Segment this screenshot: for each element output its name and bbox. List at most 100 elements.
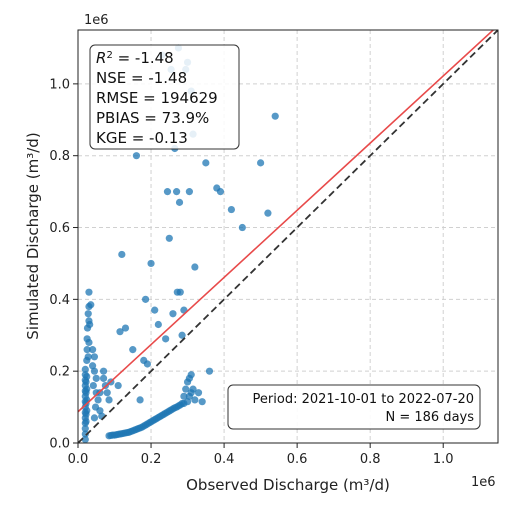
data-point-35	[89, 346, 97, 354]
data-point-38	[90, 367, 99, 375]
x-tick-label-0: 0.0	[68, 452, 89, 467]
data-point-108	[205, 367, 214, 375]
period-box: Period: 2021-10-01 to 2022-07-20 N = 186…	[227, 384, 481, 430]
data-point-34	[85, 338, 93, 347]
data-point-30	[87, 301, 95, 309]
data-point-114	[132, 152, 141, 160]
y-offset-label: 1e6	[84, 13, 109, 28]
stats-nse: NSE = -1.48	[96, 69, 187, 87]
y-tick-label-2: 0.4	[49, 293, 70, 308]
data-point-113	[129, 346, 137, 354]
x-tick-label-1: 0.2	[141, 452, 162, 467]
x-tick-label-5: 1.0	[433, 452, 454, 467]
data-point-47	[99, 374, 108, 382]
data-point-146	[238, 223, 246, 232]
x-axis-label: Observed Discharge (m³/d)	[186, 476, 390, 494]
data-point-117	[141, 295, 150, 303]
data-point-0	[81, 435, 89, 443]
data-point-18	[82, 378, 90, 386]
data-point-111	[118, 250, 126, 259]
fit-line	[78, 30, 495, 413]
data-point-51	[105, 396, 113, 404]
data-point-99	[187, 371, 195, 379]
data-point-46	[90, 414, 99, 422]
data-point-129	[173, 188, 181, 196]
reference-lines	[78, 30, 498, 443]
data-point-36	[90, 353, 99, 361]
x-tick-label-2: 0.4	[214, 452, 235, 467]
data-point-144	[216, 188, 225, 196]
data-point-106	[194, 389, 203, 397]
stats-box: R2 = -1.48 NSE = -1.48 RMSE = 194629 PBI…	[89, 44, 240, 150]
data-point-105	[191, 396, 199, 404]
data-point-120	[151, 306, 159, 314]
data-point-32	[83, 346, 91, 354]
data-point-132	[175, 198, 184, 206]
data-point-48	[99, 367, 108, 375]
y-tick-label-4: 0.8	[49, 149, 70, 164]
data-point-39	[92, 374, 100, 382]
data-point-96	[182, 385, 190, 393]
data-point-22	[83, 372, 91, 381]
data-point-109	[114, 381, 122, 390]
y-axis-ticks: 0.0 0.2 0.4 0.6 0.8 1.0	[49, 77, 78, 452]
data-point-127	[169, 310, 177, 318]
data-point-118	[143, 360, 151, 368]
data-point-112	[121, 324, 130, 332]
data-point-14	[82, 417, 90, 426]
data-point-50	[103, 389, 111, 397]
data-point-107	[198, 398, 206, 406]
stats-box-frame	[89, 44, 240, 150]
data-point-13	[81, 365, 89, 373]
data-point-2	[81, 425, 89, 433]
data-point-21	[83, 385, 91, 393]
x-tick-label-4: 0.8	[360, 452, 381, 467]
data-point-115	[136, 396, 144, 404]
data-point-19	[83, 407, 91, 415]
data-point-31	[85, 288, 93, 296]
stats-r2: R2 = -1.48	[96, 49, 174, 67]
data-point-110	[116, 328, 124, 336]
data-point-1	[81, 430, 89, 438]
data-point-95	[180, 392, 188, 400]
data-point-138	[185, 188, 193, 196]
x-tick-label-3: 0.6	[287, 452, 308, 467]
stats-r2-superscript: 2	[106, 50, 112, 61]
data-point-124	[163, 188, 172, 196]
data-point-26	[84, 310, 92, 318]
data-point-40	[89, 381, 97, 390]
data-points	[81, 44, 279, 443]
stats-kge: KGE = -0.13	[96, 129, 188, 147]
data-point-104	[189, 385, 197, 393]
data-point-42	[94, 396, 102, 404]
data-point-29	[86, 320, 94, 329]
y-tick-label-5: 1.0	[49, 77, 70, 92]
data-point-149	[271, 112, 279, 120]
y-tick-label-3: 0.6	[49, 221, 70, 236]
y-axis-label: Simulated Discharge (m³/d)	[24, 132, 42, 339]
y-tick-label-1: 0.2	[49, 365, 70, 380]
data-point-147	[257, 159, 265, 167]
stats-r2-value: = -1.48	[113, 49, 174, 67]
period-count: N = 186 days	[385, 410, 474, 425]
one-to-one-line	[78, 30, 498, 443]
data-point-141	[191, 263, 199, 271]
period-box-frame	[227, 384, 481, 430]
data-point-145	[227, 205, 235, 214]
data-point-133	[176, 288, 184, 296]
stats-rmse: RMSE = 194629	[96, 89, 218, 107]
stats-r2-symbol: R	[96, 49, 106, 67]
data-point-33	[84, 353, 92, 361]
y-tick-label-0: 0.0	[49, 437, 70, 452]
data-point-134	[178, 331, 186, 339]
data-point-142	[202, 159, 210, 167]
data-point-119	[147, 259, 155, 268]
data-point-123	[162, 335, 170, 343]
x-offset-label: 1e6	[471, 475, 496, 490]
data-point-148	[264, 209, 272, 217]
x-axis-ticks: 0.0 0.2 0.4 0.6 0.8 1.0	[68, 443, 454, 467]
stats-pbias: PBIAS = 73.9%	[96, 109, 209, 127]
plot-frame	[77, 29, 499, 444]
